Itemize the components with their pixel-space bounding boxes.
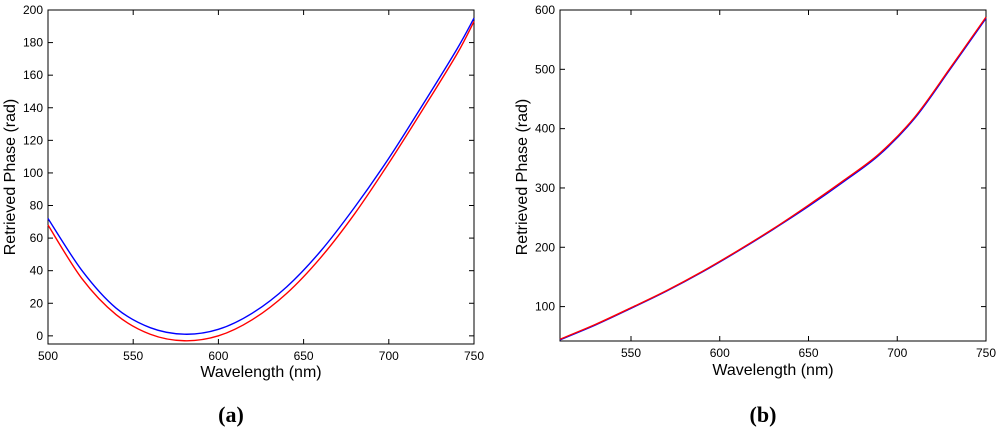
chart-a-panel-label: (a) bbox=[218, 402, 244, 427]
chart-a-xtick-label: 750 bbox=[464, 349, 484, 363]
chart-a-xlabel: Wavelength (nm) bbox=[200, 364, 321, 381]
chart-a-ylabel: Retrieved Phase (rad) bbox=[2, 99, 19, 256]
chart-b: 550 600 650 700 750 100 200 300 400 500 600 Wavele… bbox=[514, 3, 996, 427]
chart-a-ytick-label: 0 bbox=[36, 329, 43, 343]
chart-a-xtick-label: 500 bbox=[38, 349, 58, 363]
chart-b-xtick-label: 550 bbox=[621, 346, 641, 360]
chart-a-xtick-label: 650 bbox=[294, 349, 314, 363]
chart-b-xtick-label: 700 bbox=[887, 346, 907, 360]
chart-a-ytick-label: 160 bbox=[23, 68, 43, 82]
chart-a-series-blue-line bbox=[47, 17, 475, 335]
chart-b-ytick-label: 300 bbox=[535, 181, 555, 195]
chart-b-ylabel: Retrieved Phase (rad) bbox=[514, 99, 531, 256]
chart-a-xtick-label: 700 bbox=[379, 349, 399, 363]
chart-b-panel-label: (b) bbox=[750, 402, 777, 427]
chart-b-xtick-label: 650 bbox=[798, 346, 818, 360]
chart-a-ytick-label: 200 bbox=[23, 3, 43, 17]
chart-b-ytick-label: 500 bbox=[535, 62, 555, 76]
chart-b-series-blue-line bbox=[559, 17, 987, 341]
chart-a-ytick-label: 80 bbox=[30, 199, 44, 213]
chart-b-series bbox=[559, 16, 987, 341]
chart-a-ytick-label: 180 bbox=[23, 36, 43, 50]
chart-b-ytick-label: 100 bbox=[535, 300, 555, 314]
chart-a-ytick-label: 40 bbox=[30, 264, 44, 278]
chart-b-xtick-label: 750 bbox=[976, 346, 996, 360]
chart-b-xtick-label: 600 bbox=[710, 346, 730, 360]
chart-a-series-red-line bbox=[47, 21, 475, 342]
chart-a-ticks: 500 550 600 650 700 750 0 20 40 60 80 100 120 140 160 1… bbox=[23, 3, 484, 363]
chart-b-ytick-label: 600 bbox=[535, 3, 555, 17]
chart-b-xlabel: Wavelength (nm) bbox=[712, 362, 833, 379]
chart-a-ytick-label: 140 bbox=[23, 101, 43, 115]
chart-a-ytick-label: 100 bbox=[23, 166, 43, 180]
chart-b-ytick-label: 200 bbox=[535, 240, 555, 254]
chart-a-ytick-label: 20 bbox=[30, 296, 44, 310]
chart-b-ytick-label: 400 bbox=[535, 122, 555, 136]
chart-b-series-red-line bbox=[559, 16, 987, 340]
chart-a-xtick-label: 550 bbox=[123, 349, 143, 363]
chart-a-ytick-label: 120 bbox=[23, 133, 43, 147]
chart-b-plot-frame bbox=[559, 9, 987, 342]
chart-a: 500 550 600 650 700 750 0 20 40 60 80 100 120 140 160 1… bbox=[2, 3, 484, 427]
chart-a-plot-frame bbox=[47, 9, 475, 345]
chart-a-series bbox=[47, 17, 475, 342]
chart-a-ytick-label: 60 bbox=[30, 231, 44, 245]
chart-a-xtick-label: 600 bbox=[208, 349, 228, 363]
chart-b-ticks: 550 600 650 700 750 100 200 300 400 500 600 bbox=[535, 3, 996, 360]
